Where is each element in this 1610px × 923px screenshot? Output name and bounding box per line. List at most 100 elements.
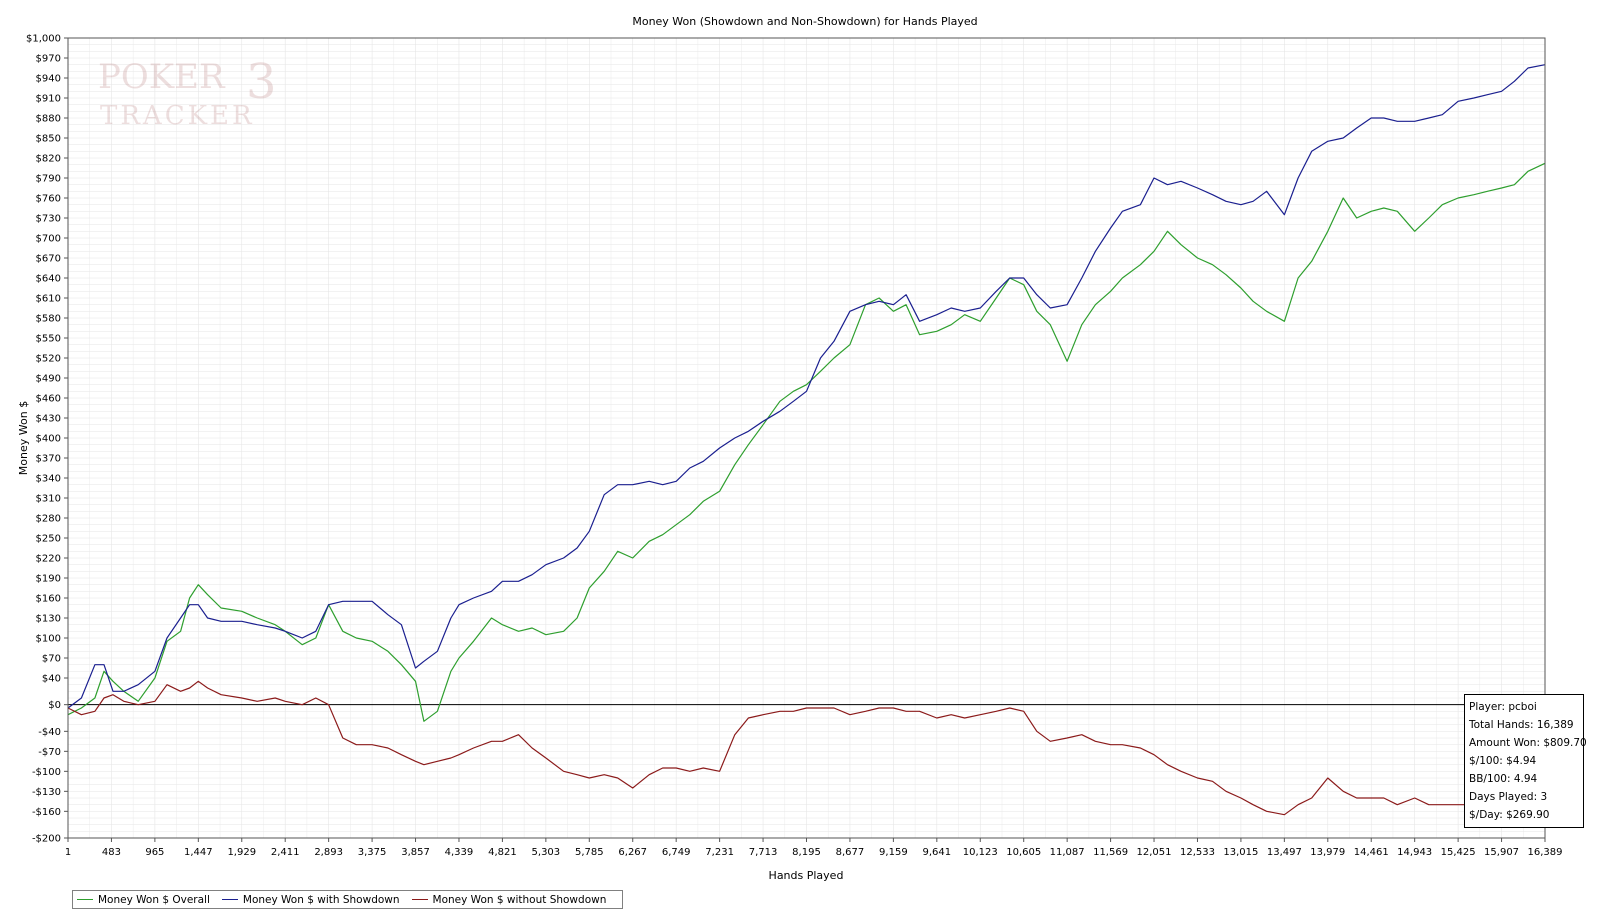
- x-tick-label: 13,015: [1223, 847, 1258, 858]
- series-non-showdown-line: [67, 680, 1545, 816]
- x-tick-label: 483: [102, 847, 121, 858]
- y-tick-label: $70: [42, 654, 61, 665]
- y-tick-label: $130: [36, 614, 61, 625]
- y-tick-label: $220: [36, 554, 61, 565]
- stats-player: Player: pcboi: [1469, 701, 1537, 713]
- x-tick-label: 3,857: [401, 847, 430, 858]
- x-tick-label: 6,267: [618, 847, 647, 858]
- x-tick-label: 3,375: [358, 847, 387, 858]
- x-tick-label: 1: [65, 847, 71, 858]
- x-tick-label: 8,195: [792, 847, 821, 858]
- x-tick-label: 13,497: [1267, 847, 1302, 858]
- poker-tracker-watermark: POKER TRACKER 3: [98, 54, 277, 131]
- y-tick-label: $40: [42, 674, 61, 685]
- series-showdown-line: [67, 64, 1546, 709]
- legend-item-showdown: Money Won $ with Showdown: [221, 894, 400, 906]
- y-tick-label: $550: [36, 334, 61, 345]
- player-stats-box: Player: pcboi Total Hands: 16,389 Amount…: [1464, 694, 1587, 828]
- x-tick-label: 16,389: [1528, 847, 1563, 858]
- stats-amount-won: Amount Won: $809.70: [1469, 737, 1587, 749]
- y-tick-label: $940: [36, 74, 61, 85]
- y-tick-label: $190: [36, 574, 61, 585]
- stats-per-day: $/Day: $269.90: [1469, 809, 1550, 821]
- legend-item-overall: Money Won $ Overall: [77, 894, 210, 906]
- stats-per-100: $/100: $4.94: [1469, 755, 1537, 767]
- y-tick-label: $880: [36, 114, 61, 125]
- x-tick-label: 1,929: [227, 847, 256, 858]
- y-tick-label: -$70: [38, 747, 61, 758]
- y-tick-label: $790: [36, 174, 61, 185]
- watermark-line1: POKER: [98, 57, 226, 97]
- legend-label-overall: Money Won $ Overall: [98, 893, 210, 906]
- y-tick-label: $580: [36, 314, 61, 325]
- x-tick-label: 1,447: [184, 847, 213, 858]
- y-tick-label: $100: [36, 634, 61, 645]
- x-tick-label: 12,051: [1137, 847, 1172, 858]
- stats-total-hands: Total Hands: 16,389: [1469, 719, 1574, 731]
- watermark-line2: TRACKER: [100, 101, 255, 131]
- x-tick-label: 6,749: [662, 847, 691, 858]
- chart-legend: Money Won $ Overall Money Won $ with Sho…: [72, 890, 624, 909]
- x-tick-label: 14,943: [1397, 847, 1432, 858]
- y-tick-label: -$40: [38, 727, 61, 738]
- stats-bb-100: BB/100: 4.94: [1469, 773, 1538, 785]
- x-tick-label: 7,713: [749, 847, 778, 858]
- x-tick-label: 5,785: [575, 847, 604, 858]
- legend-swatch-non-showdown: [411, 899, 428, 900]
- y-tick-label: $280: [36, 514, 61, 525]
- watermark-mark: 3: [246, 54, 277, 110]
- y-tick-label: $970: [36, 54, 61, 65]
- y-tick-label: $460: [36, 394, 61, 405]
- chart-title: Money Won (Showdown and Non-Showdown) fo…: [632, 15, 977, 28]
- y-tick-label: $850: [36, 134, 61, 145]
- y-tick-label: $490: [36, 374, 61, 385]
- x-tick-label: 11,087: [1050, 847, 1085, 858]
- x-tick-label: 2,411: [271, 847, 300, 858]
- series-lines: [67, 64, 1546, 816]
- y-tick-label: -$200: [32, 834, 61, 845]
- x-tick-label: 10,123: [963, 847, 998, 858]
- legend-item-non-showdown: Money Won $ without Showdown: [411, 893, 607, 906]
- x-axis-ticks: 1 483 965 1,447 1,929 2,411 2,893 3,375 3,857 4,3…: [65, 838, 1563, 858]
- y-tick-label: $310: [36, 494, 61, 505]
- y-tick-label: $760: [36, 194, 61, 205]
- plot-frame: [67, 37, 1546, 839]
- y-tick-label: $820: [36, 154, 61, 165]
- legend-label-non-showdown: Money Won $ without Showdown: [432, 893, 607, 906]
- x-tick-label: 8,677: [836, 847, 865, 858]
- x-tick-label: 965: [145, 847, 164, 858]
- x-tick-label: 9,159: [879, 847, 908, 858]
- y-tick-label: $340: [36, 474, 61, 485]
- y-tick-label: $700: [36, 234, 61, 245]
- y-tick-label: -$160: [32, 807, 61, 818]
- y-tick-label: $1,000: [26, 34, 61, 45]
- y-axis-ticks: $1,000 $970 $940 $910 $880 $850 $820 $790 $760 $7…: [26, 34, 68, 845]
- y-tick-label: $520: [36, 354, 61, 365]
- x-tick-label: 15,425: [1441, 847, 1476, 858]
- x-tick-label: 15,907: [1484, 847, 1519, 858]
- stats-days-played: Days Played: 3: [1469, 791, 1548, 803]
- x-tick-label: 14,461: [1354, 847, 1389, 858]
- x-tick-label: 10,605: [1006, 847, 1041, 858]
- y-axis-label: Money Won $: [17, 401, 30, 475]
- x-tick-label: 4,339: [445, 847, 474, 858]
- y-tick-label: -$130: [32, 787, 61, 798]
- x-tick-label: 13,979: [1310, 847, 1345, 858]
- x-tick-label: 7,231: [705, 847, 734, 858]
- y-tick-label: $610: [36, 294, 61, 305]
- x-tick-label: 9,641: [923, 847, 952, 858]
- y-tick-label: $640: [36, 274, 61, 285]
- legend-swatch-showdown: [221, 899, 238, 900]
- x-tick-label: 4,821: [488, 847, 517, 858]
- x-tick-label: 12,533: [1180, 847, 1215, 858]
- y-tick-label: $730: [36, 214, 61, 225]
- y-tick-label: $430: [36, 414, 61, 425]
- y-tick-label: $400: [36, 434, 61, 445]
- y-tick-label: -$100: [32, 767, 61, 778]
- grid-lines: [67, 37, 1546, 839]
- y-tick-label: $910: [36, 94, 61, 105]
- y-tick-label: $160: [36, 594, 61, 605]
- x-axis-label: Hands Played: [769, 869, 844, 882]
- x-tick-label: 11,569: [1093, 847, 1128, 858]
